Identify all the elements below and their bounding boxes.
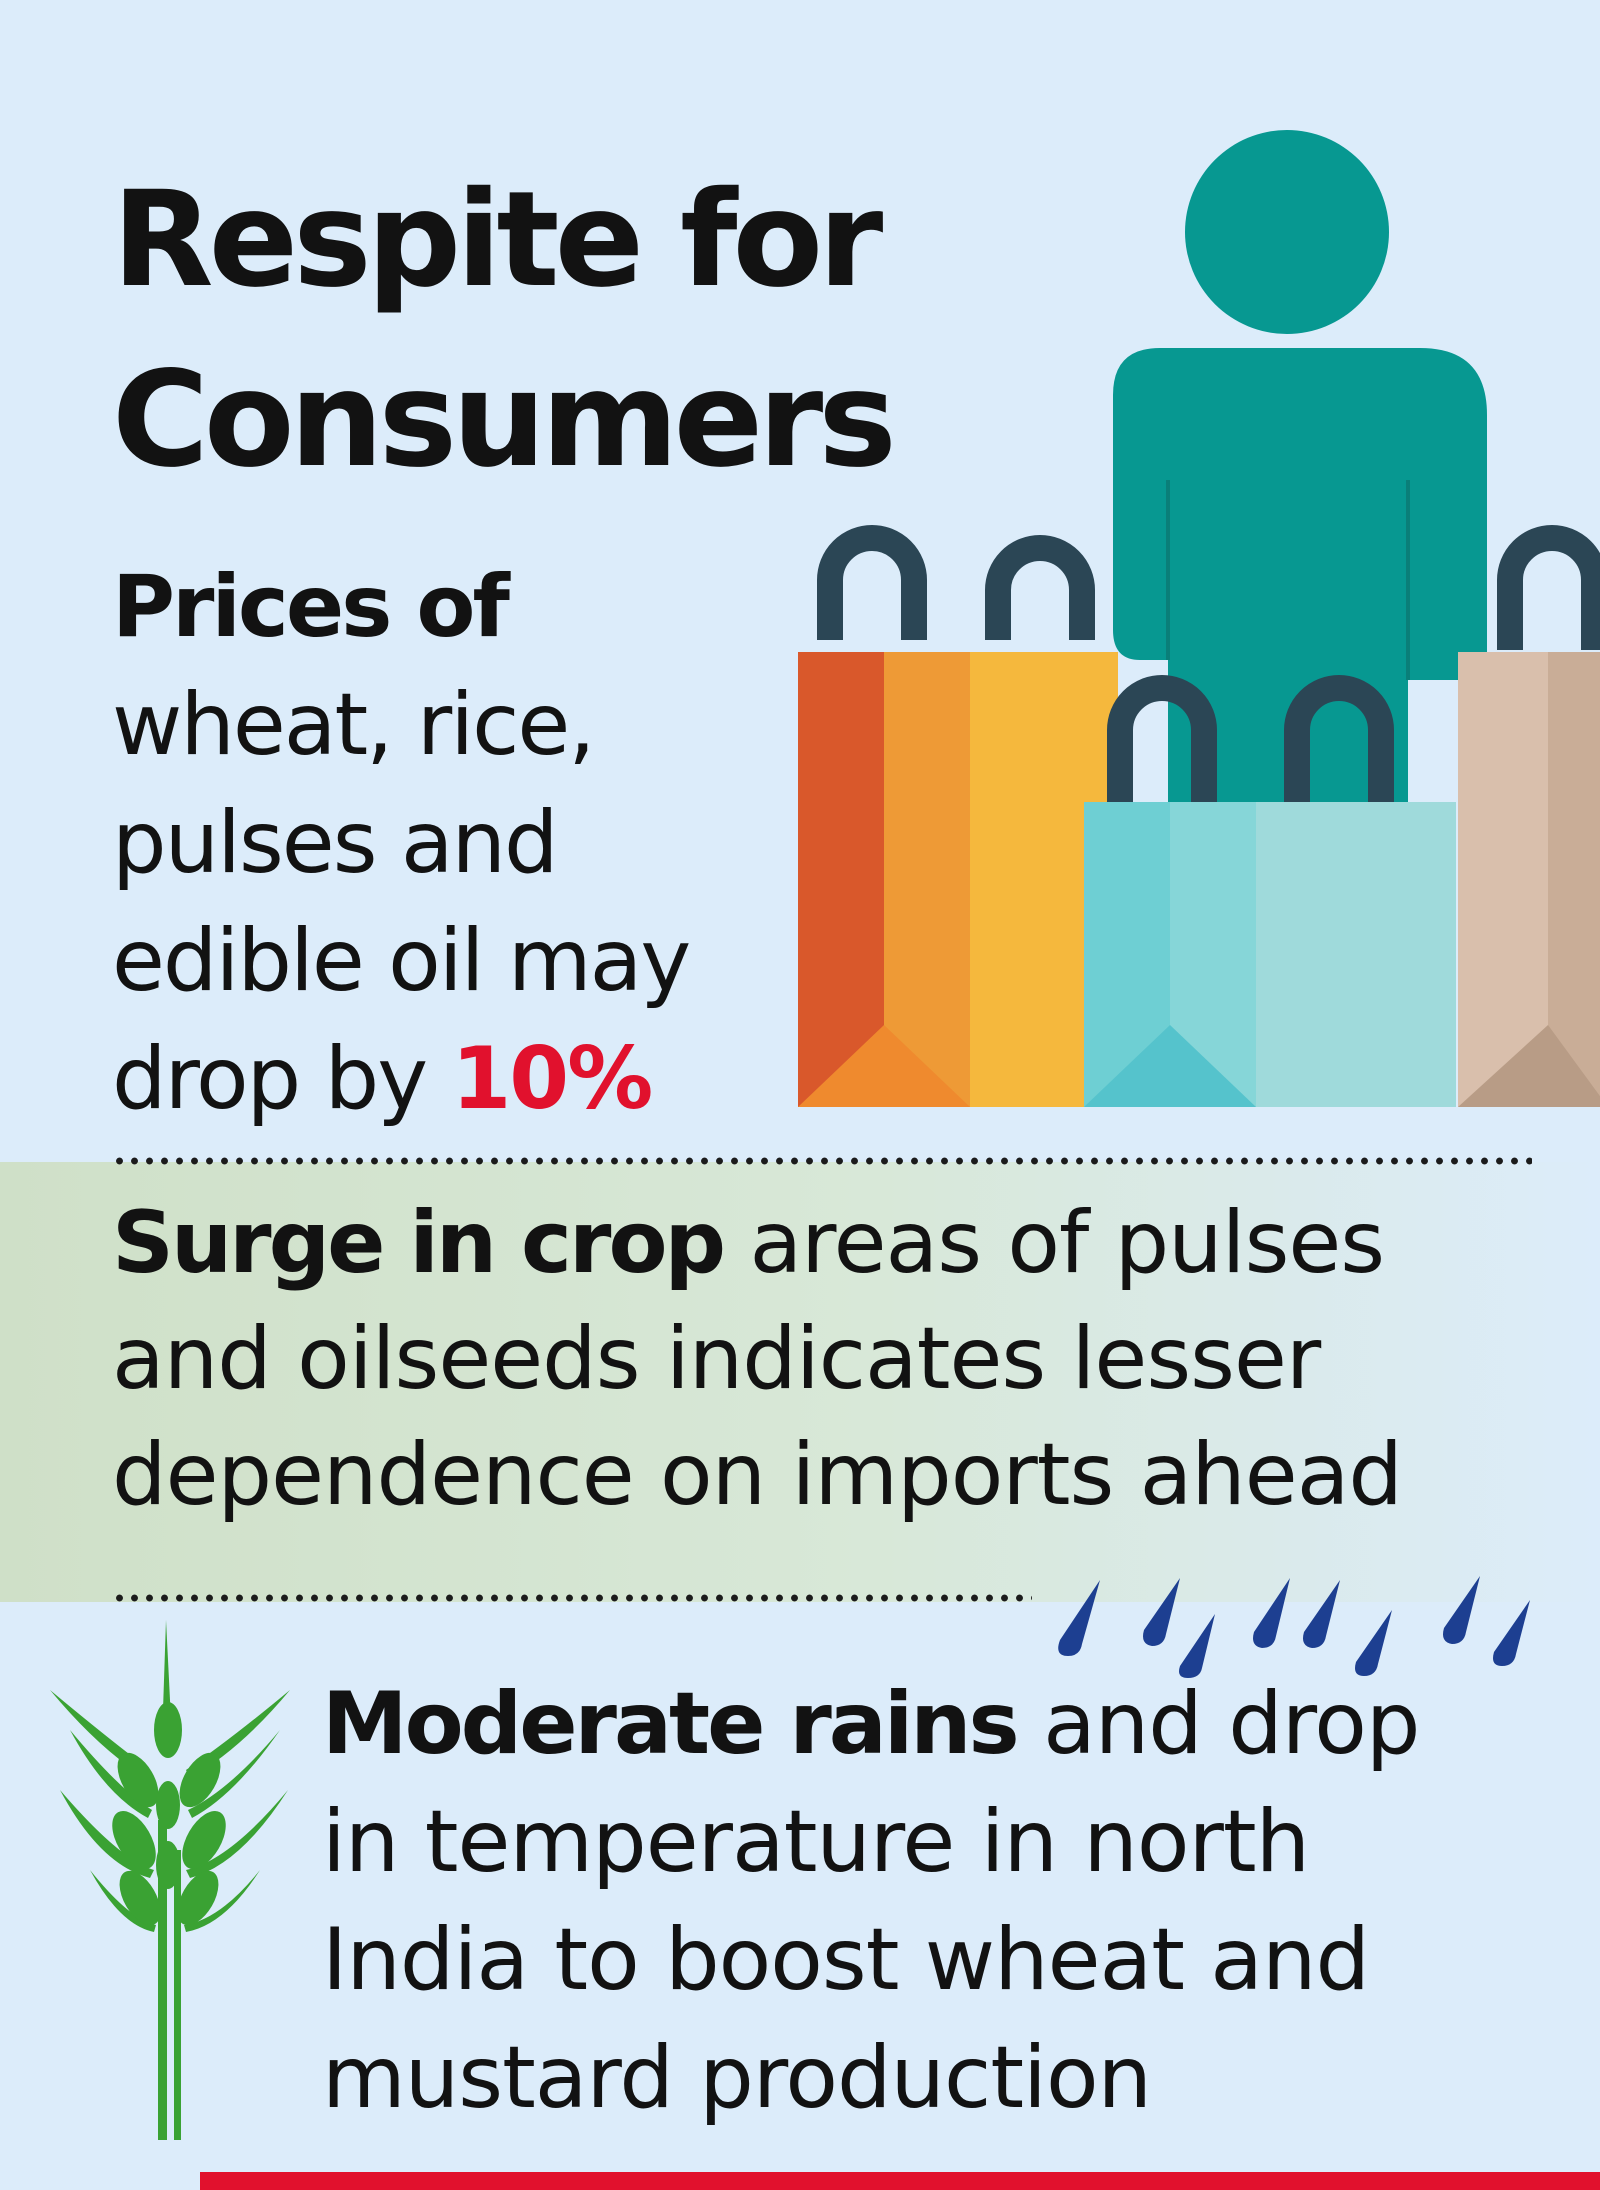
shopping-bags-icon bbox=[798, 525, 1600, 1107]
prices-drop-text: drop by bbox=[112, 1029, 428, 1129]
surge-band bbox=[0, 1162, 1600, 1602]
page-title: Respite for Consumers bbox=[112, 150, 897, 510]
wheat-icon bbox=[50, 1620, 290, 2140]
title-line-2: Consumers bbox=[112, 343, 897, 497]
rain-drops-icon bbox=[1058, 1576, 1530, 1678]
prices-line-4: drop by 10% bbox=[112, 1020, 832, 1138]
surge-line-2: and oilseeds indicates lesser bbox=[112, 1309, 1321, 1409]
rains-line-1: and drop bbox=[1043, 1674, 1420, 1774]
rains-statement: Moderate rains and drop in temperature i… bbox=[322, 1665, 1582, 2137]
surge-line-1: areas of pulses bbox=[749, 1193, 1385, 1293]
prices-line-3: edible oil may bbox=[112, 911, 691, 1011]
rains-line-3: India to boost wheat and bbox=[322, 1910, 1370, 2010]
shopper-illustration bbox=[798, 130, 1600, 1107]
rains-line-4: mustard production bbox=[322, 2028, 1152, 2128]
surge-statement: Surge in crop areas of pulses and oilsee… bbox=[112, 1185, 1572, 1533]
prices-statement: Prices of wheat, rice, pulses and edible… bbox=[112, 548, 832, 1138]
surge-line-3: dependence on imports ahead bbox=[112, 1425, 1403, 1525]
prices-lead: Prices of bbox=[112, 557, 510, 657]
prices-line-2: pulses and bbox=[112, 793, 559, 893]
dotted-divider-top bbox=[112, 1155, 1532, 1167]
rains-line-2: in temperature in north bbox=[322, 1792, 1310, 1892]
prices-line-1: wheat, rice, bbox=[112, 675, 596, 775]
price-drop-percent: 10% bbox=[451, 1029, 653, 1129]
title-line-1: Respite for bbox=[112, 163, 883, 317]
rains-lead: Moderate rains bbox=[322, 1674, 1020, 1774]
surge-lead: Surge in crop bbox=[112, 1193, 726, 1293]
dotted-divider-bottom bbox=[112, 1592, 1032, 1604]
bottom-accent-bar bbox=[200, 2172, 1600, 2190]
